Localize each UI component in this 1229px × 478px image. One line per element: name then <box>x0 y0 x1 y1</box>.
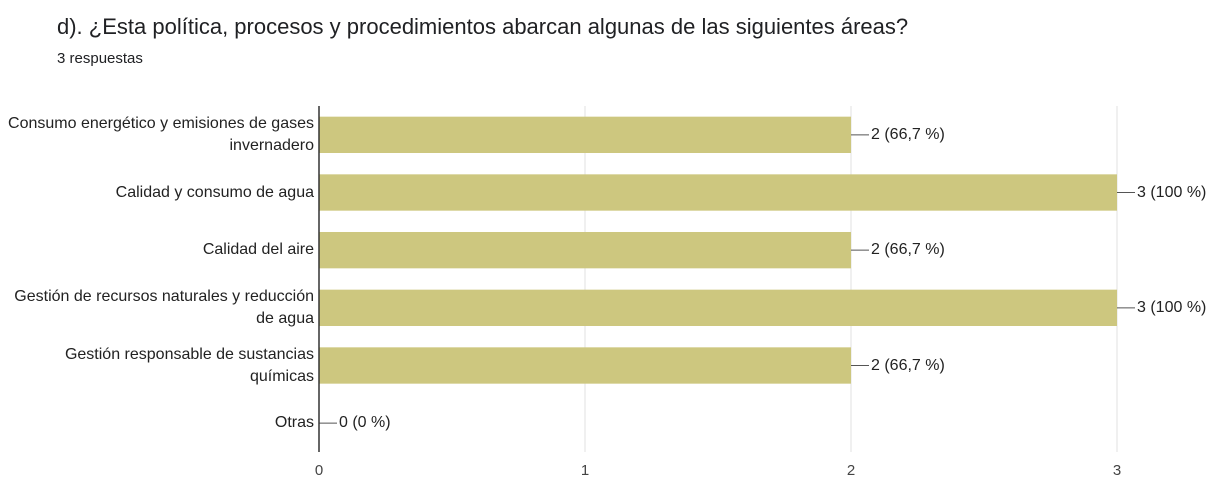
bar <box>319 289 1117 326</box>
y-tick-label: Calidad y consumo de agua <box>115 183 314 201</box>
y-tick-label: Gestión de recursos naturales y reducció… <box>14 287 314 327</box>
x-tick-label: 1 <box>580 462 590 478</box>
value-label: 2 (66,7 %) <box>871 356 945 374</box>
chart-subtitle: 3 respuestas <box>57 50 143 67</box>
chart-title: d). ¿Esta política, procesos y procedimi… <box>57 14 909 39</box>
x-tick-label: 0 <box>314 462 324 478</box>
value-label: 0 (0 %) <box>339 414 391 432</box>
y-tick-label: Otras <box>274 414 314 432</box>
y-tick-label: Consumo energético y emisiones de gases … <box>8 114 314 154</box>
bar <box>319 116 851 153</box>
x-tick-label: 2 <box>846 462 856 478</box>
value-label: 3 (100 %) <box>1137 183 1207 201</box>
y-tick-label: Gestión responsable de sustancias químic… <box>64 345 314 385</box>
bar <box>319 232 851 269</box>
y-tick-label: Calidad del aire <box>202 241 314 259</box>
value-label: 2 (66,7 %) <box>871 241 945 259</box>
x-tick-label: 3 <box>1112 462 1122 478</box>
bar <box>319 347 851 384</box>
bar <box>319 174 1117 211</box>
value-label: 2 (66,7 %) <box>871 125 945 143</box>
value-label: 3 (100 %) <box>1137 298 1207 316</box>
